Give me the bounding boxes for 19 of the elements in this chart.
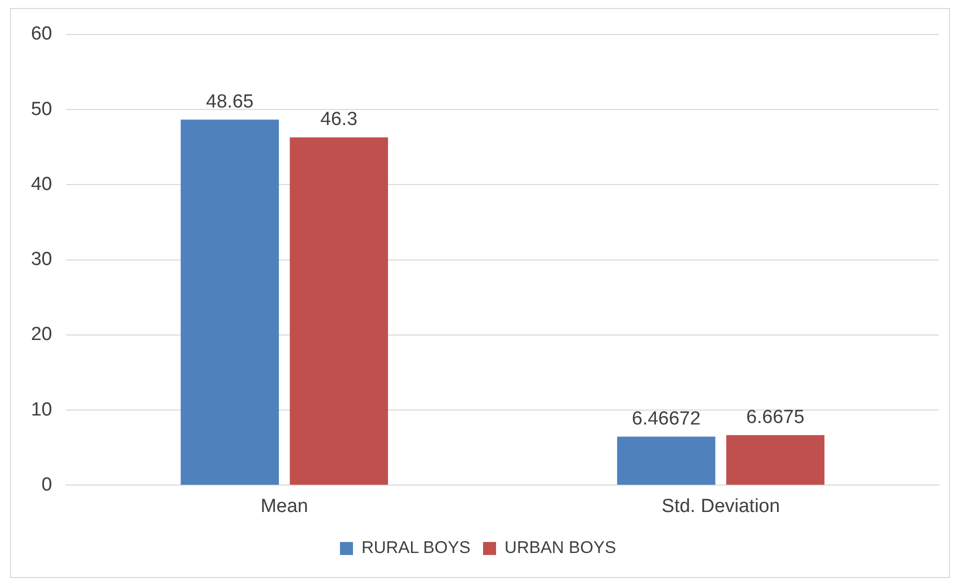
- data-label: 48.65: [206, 91, 254, 112]
- x-tick-label: Mean: [260, 496, 308, 517]
- y-tick-label: 60: [30, 24, 52, 45]
- bar: [726, 435, 824, 485]
- y-tick-label: 40: [30, 174, 52, 195]
- y-tick-label: 30: [30, 249, 52, 270]
- data-label: 6.6675: [746, 406, 804, 428]
- legend-label: RURAL BOYS: [361, 538, 470, 558]
- bar: [617, 436, 716, 485]
- data-label: 6.46672: [632, 408, 701, 430]
- y-tick-label: 20: [30, 324, 52, 346]
- bar: [180, 120, 279, 485]
- y-tick-label: 0: [42, 474, 52, 496]
- y-tick-label: 10: [30, 399, 52, 420]
- data-label: 46.3: [320, 109, 358, 130]
- bar: [290, 137, 388, 485]
- legend-label: URBAN BOYS: [504, 538, 616, 558]
- x-tick-label: Std. Deviation: [662, 496, 780, 517]
- y-tick-label: 50: [30, 98, 52, 120]
